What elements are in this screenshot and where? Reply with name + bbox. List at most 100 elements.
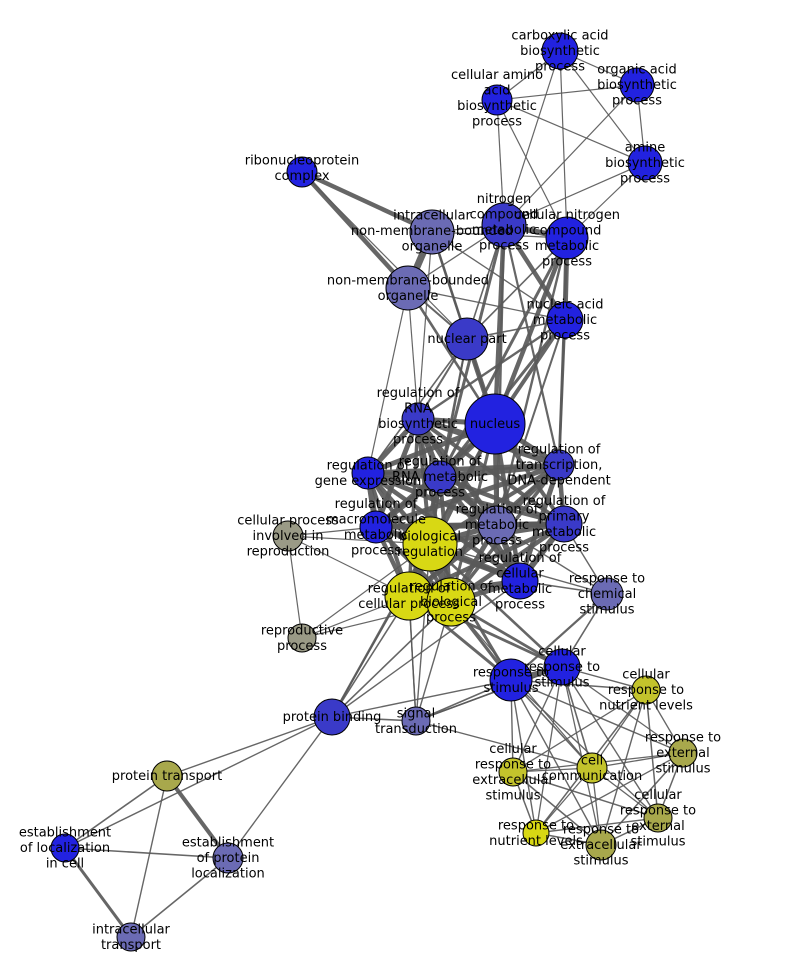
graph-edge bbox=[561, 666, 684, 754]
graph-node-nuclear-part[interactable]: nuclear part bbox=[445, 317, 489, 361]
graph-node-regulation-of-gene-expression[interactable]: regulation of gene expression bbox=[351, 456, 385, 490]
graph-node-cell-communication[interactable]: cell communication bbox=[576, 752, 608, 784]
graph-node-regulation-of-macromolecule-metabolic-process[interactable]: regulation of macromolecule metabolic pr… bbox=[359, 510, 393, 544]
graph-edge bbox=[367, 287, 409, 474]
graph-edge bbox=[510, 679, 659, 819]
graph-edge bbox=[417, 231, 433, 420]
graph-edge bbox=[496, 99, 646, 164]
graph-node-regulation-of-primary-metabolic-process[interactable]: regulation of primary metabolic process bbox=[545, 505, 583, 543]
graph-edge bbox=[600, 752, 684, 846]
nodes-layer: carboxylic acid biosynthetic process orga… bbox=[50, 32, 698, 952]
graph-node-establishment-of-localization-in-cell[interactable]: establishment of localization in cell bbox=[50, 833, 80, 863]
graph-edge bbox=[512, 666, 563, 773]
graph-edge bbox=[417, 319, 566, 420]
graph-edge bbox=[415, 666, 563, 722]
graph-edge bbox=[64, 716, 333, 849]
graph-node-protein-transport[interactable]: protein transport bbox=[151, 760, 183, 792]
graph-node-regulation-of-biological-process[interactable]: regulation of biological process bbox=[426, 577, 476, 627]
graph-node-response-to-extracellular-stimulus[interactable]: response to extracellular stimulus bbox=[585, 829, 617, 861]
graph-node-cellular-response-to-extracellular-stimulus[interactable]: cellular response to extracellular stimu… bbox=[498, 757, 528, 787]
graph-node-ribonucleoprotein-complex[interactable]: ribonucleoprotein complex bbox=[286, 156, 318, 188]
graph-edge bbox=[600, 689, 647, 846]
graph-edge bbox=[227, 716, 333, 859]
graph-edge bbox=[510, 679, 602, 846]
graph-edge bbox=[64, 847, 229, 859]
graph-node-regulation-of-rna-biosynthetic-process[interactable]: regulation of RNA biosynthetic process bbox=[401, 402, 435, 436]
graph-edge bbox=[496, 84, 638, 101]
graph-node-organic-acid-biosynthetic-process[interactable]: organic acid biosynthetic process bbox=[619, 67, 655, 103]
graph-node-regulation-of-transcription-dna-dependent[interactable]: regulation of transcription, DNA-depende… bbox=[543, 449, 575, 481]
graph-node-reproductive-process[interactable]: reproductive process bbox=[287, 623, 317, 653]
graph-node-signal-transduction[interactable]: signal transduction bbox=[401, 706, 431, 736]
graph-edge bbox=[301, 171, 468, 340]
graph-edge bbox=[561, 666, 602, 846]
graph-node-response-to-chemical-stimulus[interactable]: response to chemical stimulus bbox=[590, 577, 624, 611]
graph-edge bbox=[496, 319, 566, 526]
graph-node-regulation-of-cellular-process[interactable]: regulation of cellular process bbox=[384, 571, 434, 621]
graph-edge bbox=[503, 84, 638, 226]
graph-edge bbox=[512, 771, 659, 819]
graph-node-regulation-of-cellular-metabolic-process[interactable]: regulation of cellular metabolic process bbox=[501, 562, 539, 600]
graph-edge bbox=[63, 847, 133, 938]
graph-edge bbox=[130, 857, 229, 938]
graph-edge bbox=[510, 679, 684, 754]
graph-node-nitrogen-compound-metabolic-process[interactable]: nitrogen compound metabolic process bbox=[481, 202, 527, 248]
graph-node-nucleus[interactable]: nucleus bbox=[464, 393, 526, 455]
graph-edge bbox=[557, 319, 567, 466]
graph-edge bbox=[512, 771, 602, 846]
graph-edge bbox=[502, 224, 561, 466]
graph-edge bbox=[535, 752, 684, 834]
graph-edge bbox=[512, 689, 647, 773]
graph-edge bbox=[375, 462, 560, 530]
graph-edge bbox=[130, 775, 168, 938]
graph-edge bbox=[287, 535, 303, 639]
graph-edge bbox=[645, 689, 659, 819]
graph-node-nucleic-acid-metabolic-process[interactable]: nucleic acid metabolic process bbox=[546, 301, 584, 339]
graph-node-intracellular-non-membrane-bounded-organelle[interactable]: intracellular non-membrane-bounded organ… bbox=[409, 209, 455, 255]
graph-node-response-to-external-stimulus[interactable]: response to external stimulus bbox=[668, 738, 698, 768]
edges-layer bbox=[63, 50, 684, 938]
graph-node-response-to-nutrient-levels[interactable]: response to nutrient levels bbox=[522, 819, 550, 847]
graph-edge bbox=[300, 170, 410, 290]
graph-edge bbox=[375, 521, 565, 530]
graph-edge bbox=[331, 679, 512, 718]
graph-edge bbox=[331, 423, 496, 718]
graph-node-response-to-stimulus[interactable]: response to stimulus bbox=[489, 658, 533, 702]
graph-node-regulation-of-metabolic-process[interactable]: regulation of metabolic process bbox=[477, 505, 517, 545]
graph-edge bbox=[503, 162, 646, 226]
graph-edge bbox=[535, 817, 659, 834]
graph-edge bbox=[165, 774, 230, 860]
graph-edge bbox=[301, 169, 433, 235]
graph-node-establishment-of-protein-localization[interactable]: establishment of protein localization bbox=[212, 842, 244, 874]
graph-node-cellular-process-involved-in-reproduction[interactable]: cellular process involved in reproductio… bbox=[272, 520, 304, 552]
graph-edge bbox=[495, 237, 569, 526]
graph-edge bbox=[64, 775, 168, 849]
graph-node-intracellular-transport[interactable]: intracellular transport bbox=[116, 922, 146, 952]
graph-edge bbox=[331, 580, 521, 718]
graph-node-biological-regulation[interactable]: biological regulation bbox=[402, 516, 458, 572]
graph-edge bbox=[415, 543, 431, 722]
graph-edge bbox=[407, 287, 566, 321]
graph-node-amine-biosynthetic-process[interactable]: amine biosynthetic process bbox=[627, 145, 663, 181]
graph-edge bbox=[591, 689, 647, 769]
graph-edge bbox=[429, 543, 563, 668]
graph-node-cellular-response-to-stimulus[interactable]: cellular response to stimulus bbox=[543, 648, 581, 686]
graph-node-cellular-response-to-external-stimulus[interactable]: cellular response to external stimulus bbox=[643, 803, 673, 833]
graph-edge bbox=[166, 716, 333, 777]
graph-edge bbox=[510, 679, 537, 834]
graph-node-carboxylic-acid-biosynthetic-process[interactable]: carboxylic acid biosynthetic process bbox=[541, 32, 579, 70]
graph-node-non-membrane-bounded-organelle[interactable]: non-membrane-bounded organelle bbox=[385, 265, 431, 311]
graph-edge bbox=[559, 50, 568, 239]
graph-node-cellular-response-to-nutrient-levels[interactable]: cellular response to nutrient levels bbox=[631, 675, 661, 705]
graph-node-cellular-nitrogen-compound-metabolic-process[interactable]: cellular nitrogen compound metabolic pro… bbox=[545, 216, 589, 260]
graph-edge bbox=[415, 720, 593, 769]
graph-edge bbox=[496, 99, 568, 239]
graph-edge bbox=[503, 50, 561, 226]
graph-node-cellular-amino-acid-biosynthetic-process[interactable]: cellular amino acid biosynthetic process bbox=[481, 84, 513, 116]
graph-node-protein-binding[interactable]: protein binding bbox=[313, 698, 351, 736]
graph-edge bbox=[439, 462, 560, 480]
graph-edge bbox=[431, 231, 566, 321]
graph-node-regulation-of-rna-metabolic-process[interactable]: regulation of RNA metabolic process bbox=[423, 460, 457, 494]
